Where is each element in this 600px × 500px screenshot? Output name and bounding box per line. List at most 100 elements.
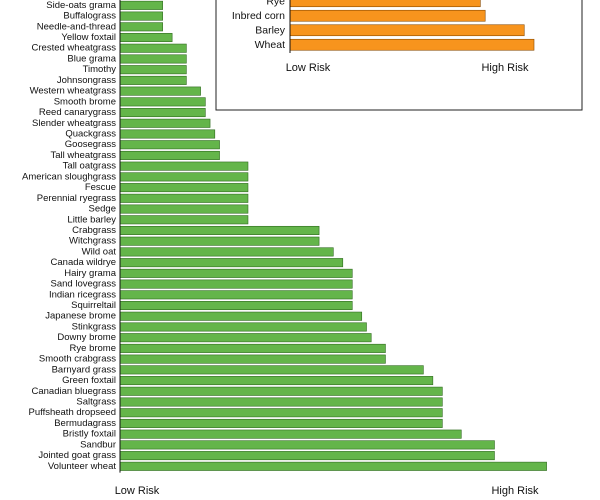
bar-sand-lovegrass bbox=[119, 279, 353, 289]
bar-smooth-crabgrass bbox=[119, 354, 386, 364]
bar-sedge bbox=[119, 204, 249, 214]
bar-crabgrass bbox=[119, 225, 320, 235]
bar-western-wheatgrass bbox=[119, 86, 201, 96]
bar-hairy-grama bbox=[119, 268, 353, 278]
main-high-risk-label: High Risk bbox=[491, 485, 539, 497]
bar-bermudagrass bbox=[119, 418, 443, 428]
bar-smooth-brome bbox=[119, 97, 206, 107]
label-barnyard-grass: Barnyard grass bbox=[52, 364, 117, 375]
inset-label-barley: Barley bbox=[255, 24, 286, 36]
bar-indian-ricegrass bbox=[119, 290, 353, 300]
inset-label-rye: Rye bbox=[266, 0, 285, 7]
inset-label-inbred-corn: Inbred corn bbox=[232, 10, 285, 22]
bar-timothy bbox=[119, 65, 187, 75]
bar-barnyard-grass bbox=[119, 365, 424, 375]
label-smooth-crabgrass: Smooth crabgrass bbox=[39, 354, 116, 365]
inset-bar-wheat bbox=[289, 38, 535, 51]
bar-buffalograss bbox=[119, 11, 163, 21]
bar-american-sloughgrass bbox=[119, 172, 249, 182]
label-canadian-bluegrass: Canadian bluegrass bbox=[31, 386, 116, 397]
label-slender-wheatgrass: Slender wheatgrass bbox=[32, 118, 116, 129]
main-low-risk-label: Low Risk bbox=[115, 485, 160, 497]
label-volunteer-wheat: Volunteer wheat bbox=[48, 461, 116, 472]
bar-green-foxtail bbox=[119, 376, 434, 386]
bar-needle-and-thread bbox=[119, 22, 163, 32]
bar-rye-brome bbox=[119, 343, 386, 353]
main-category-labels: Side-oats gramaBuffalograssNeedle-and-th… bbox=[22, 0, 117, 472]
label-sand-lovegrass: Sand lovegrass bbox=[51, 279, 117, 290]
label-saltgrass: Saltgrass bbox=[76, 397, 116, 408]
label-rye-brome: Rye brome bbox=[70, 343, 116, 354]
label-hairy-grama: Hairy grama bbox=[64, 268, 116, 279]
bar-wild-oat bbox=[119, 247, 334, 257]
label-sandbur: Sandbur bbox=[80, 439, 116, 450]
bar-quackgrass bbox=[119, 129, 216, 139]
label-canada-wildrye: Canada wildrye bbox=[51, 257, 116, 268]
bar-japanese-brome bbox=[119, 311, 363, 321]
inset-category-labels: Rye Inbred corn Barley Wheat bbox=[232, 0, 286, 51]
bar-sandbur bbox=[119, 440, 495, 450]
bar-goosegrass bbox=[119, 140, 220, 150]
bar-tall-oatgrass bbox=[119, 161, 249, 171]
label-tall-wheatgrass: Tall wheatgrass bbox=[51, 150, 117, 161]
bar-yellow-foxtail bbox=[119, 33, 173, 43]
bar-crested-wheatgrass bbox=[119, 43, 187, 53]
label-reed-canarygrass: Reed canarygrass bbox=[39, 107, 116, 118]
bar-volunteer-wheat bbox=[119, 461, 547, 471]
bar-blue-grama bbox=[119, 54, 187, 64]
label-goosegrass: Goosegrass bbox=[65, 139, 116, 150]
label-needle-and-thread: Needle-and-thread bbox=[37, 21, 116, 32]
label-buffalograss: Buffalograss bbox=[63, 11, 116, 22]
bar-slender-wheatgrass bbox=[119, 118, 211, 128]
inset-bar-inbred-corn bbox=[289, 9, 486, 22]
label-crested-wheatgrass: Crested wheatgrass bbox=[32, 43, 117, 54]
bar-downy-brome bbox=[119, 333, 372, 343]
inset-bar-barley bbox=[289, 24, 525, 37]
inset-low-risk-label: Low Risk bbox=[286, 62, 331, 74]
bar-saltgrass bbox=[119, 397, 443, 407]
bar-reed-canarygrass bbox=[119, 108, 206, 118]
bar-perennial-ryegrass bbox=[119, 193, 249, 203]
label-western-wheatgrass: Western wheatgrass bbox=[30, 86, 117, 97]
bar-fescue bbox=[119, 183, 249, 193]
bar-johnsongrass bbox=[119, 75, 187, 85]
label-american-sloughgrass: American sloughgrass bbox=[22, 171, 116, 182]
bar-canadian-bluegrass bbox=[119, 386, 443, 396]
label-side-oats-grama: Side-oats grama bbox=[46, 0, 116, 11]
label-yellow-foxtail: Yellow foxtail bbox=[61, 32, 116, 43]
label-blue-grama: Blue grama bbox=[67, 53, 116, 64]
label-indian-ricegrass: Indian ricegrass bbox=[49, 289, 116, 300]
inset-bars-group bbox=[289, 0, 535, 53]
label-crabgrass: Crabgrass bbox=[72, 225, 116, 236]
bar-jointed-goat-grass bbox=[119, 451, 495, 461]
bar-stinkgrass bbox=[119, 322, 367, 332]
bar-squirreltail bbox=[119, 301, 353, 311]
inset-high-risk-label: High Risk bbox=[481, 62, 529, 74]
label-puffsheath-dropseed: Puffsheath dropseed bbox=[28, 407, 116, 418]
label-smooth-brome: Smooth brome bbox=[54, 96, 116, 107]
bar-little-barley bbox=[119, 215, 249, 225]
bar-canada-wildrye bbox=[119, 258, 344, 268]
label-quackgrass: Quackgrass bbox=[65, 129, 116, 140]
bar-bristly-foxtail bbox=[119, 429, 462, 439]
bar-puffsheath-dropseed bbox=[119, 408, 443, 418]
label-bristly-foxtail: Bristly foxtail bbox=[63, 429, 116, 440]
inset-bar-rye bbox=[289, 0, 481, 8]
label-squirreltail: Squirreltail bbox=[71, 300, 116, 311]
bar-witchgrass bbox=[119, 236, 320, 246]
label-johnsongrass: Johnsongrass bbox=[57, 75, 116, 86]
label-downy-brome: Downy brome bbox=[57, 332, 116, 343]
label-green-foxtail: Green foxtail bbox=[62, 375, 116, 386]
inset-bar-chart: Rye Inbred corn Barley Wheat Low Risk High … bbox=[215, 0, 583, 111]
label-jointed-goat-grass: Jointed goat grass bbox=[38, 450, 116, 461]
label-timothy: Timothy bbox=[83, 64, 117, 75]
bar-tall-wheatgrass bbox=[119, 150, 220, 160]
main-bars-group bbox=[119, 0, 547, 473]
bar-side-oats-grama bbox=[119, 0, 163, 10]
inset-label-wheat: Wheat bbox=[255, 39, 285, 51]
label-wild-oat: Wild oat bbox=[82, 246, 117, 257]
label-little-barley: Little barley bbox=[67, 214, 116, 225]
label-sedge: Sedge bbox=[89, 204, 116, 215]
label-perennial-ryegrass: Perennial ryegrass bbox=[37, 193, 116, 204]
